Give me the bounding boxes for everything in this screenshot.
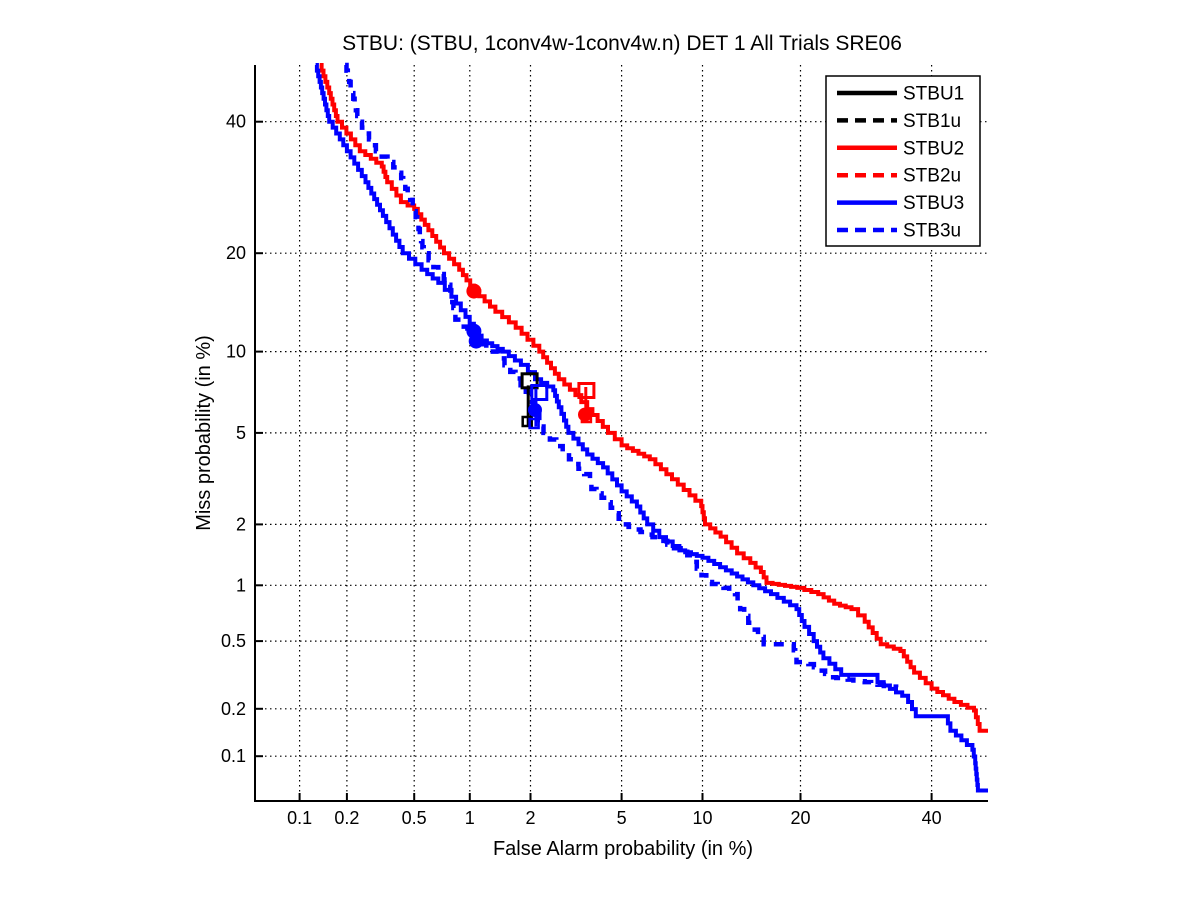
axis-lines bbox=[254, 65, 988, 802]
dcf-cluster-0 bbox=[520, 372, 539, 428]
legend-label: STB3u bbox=[903, 221, 961, 242]
legend-label: STBU3 bbox=[903, 193, 964, 214]
y-tick-label: 0.5 bbox=[221, 631, 246, 651]
x-tick-label: 40 bbox=[922, 808, 942, 828]
operating-point-STBU2 bbox=[466, 283, 482, 299]
tick-labels: 0.1 0.2 0.5 1 2 5 10 20 40 0.1 0.2 0.5 1 2 5 10 20 40 bbox=[221, 112, 942, 828]
min-dcf-square bbox=[577, 382, 596, 399]
dcf-cluster-2 bbox=[577, 382, 596, 424]
min-dcf-square bbox=[520, 372, 539, 390]
legend: STBU1 STB1u STBU2 STB2u STBU3 STB3u bbox=[825, 75, 981, 247]
legend-label: STBU2 bbox=[903, 138, 964, 159]
curve-STBU2 bbox=[319, 63, 988, 733]
y-tick-label: 0.1 bbox=[221, 746, 246, 766]
x-tick-label: 2 bbox=[525, 808, 535, 828]
legend-box bbox=[825, 75, 981, 247]
plot-title: STBU: (STBU, 1conv4w-1conv4w.n) DET 1 Al… bbox=[342, 32, 902, 55]
y-axis-label: Miss probability (in %) bbox=[193, 335, 215, 531]
y-tick-label: 10 bbox=[226, 342, 246, 362]
curve-STB3u bbox=[344, 62, 899, 689]
small-square-marker bbox=[580, 411, 593, 424]
y-tick-label: 1 bbox=[236, 575, 246, 595]
legend-item-STB2u: STB2u bbox=[837, 166, 961, 187]
small-square-marker bbox=[528, 417, 540, 430]
actual-dcf-circle bbox=[528, 403, 542, 417]
x-tick-label: 0.5 bbox=[402, 808, 427, 828]
y-tick-label: 2 bbox=[236, 514, 246, 534]
legend-label: STB2u bbox=[903, 166, 961, 187]
dcf-markers bbox=[466, 283, 596, 430]
legend-item-STBU2: STBU2 bbox=[837, 138, 964, 159]
y-tick-label: 5 bbox=[236, 423, 246, 443]
x-tick-label: 0.2 bbox=[334, 808, 359, 828]
y-tick-label: 20 bbox=[226, 243, 246, 263]
x-tick-label: 1 bbox=[465, 808, 475, 828]
y-tick-label: 0.2 bbox=[221, 699, 246, 719]
x-tick-label: 20 bbox=[790, 808, 810, 828]
x-tick-label: 0.1 bbox=[287, 808, 312, 828]
gridlines bbox=[255, 65, 988, 801]
axes bbox=[254, 65, 988, 802]
x-tick-label: 5 bbox=[617, 808, 627, 828]
det-curves bbox=[314, 62, 988, 793]
operating-point-STBU3 bbox=[468, 333, 484, 349]
curve-STBU3 bbox=[314, 63, 988, 793]
legend-label: STB1u bbox=[903, 111, 961, 132]
legend-item-STBU3: STBU3 bbox=[837, 193, 964, 214]
small-square-marker bbox=[521, 415, 533, 428]
legend-item-STB3u: STB3u bbox=[837, 221, 961, 242]
dcf-cluster-1 bbox=[528, 384, 549, 430]
x-axis-label: False Alarm probability (in %) bbox=[493, 838, 753, 860]
legend-item-STBU1: STBU1 bbox=[837, 84, 964, 105]
legend-item-STB1u: STB1u bbox=[837, 111, 961, 132]
y-tick-label: 40 bbox=[226, 112, 246, 132]
legend-label: STBU1 bbox=[903, 84, 964, 105]
min-dcf-square bbox=[530, 384, 549, 401]
x-tick-label: 10 bbox=[692, 808, 712, 828]
